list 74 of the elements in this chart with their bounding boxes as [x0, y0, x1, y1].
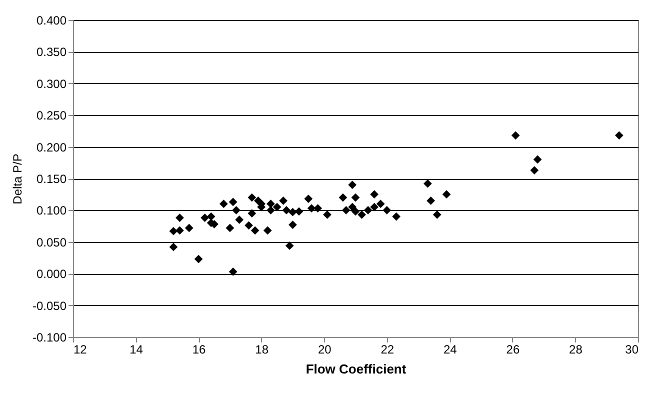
y-tick-label: -0.100: [32, 330, 67, 344]
point: [288, 220, 297, 229]
point: [250, 226, 260, 235]
x-tick-label: 14: [130, 342, 144, 356]
point: [351, 207, 360, 216]
point: [370, 202, 379, 212]
x-tick-label: 24: [443, 342, 458, 356]
point: [194, 254, 203, 264]
point: [314, 204, 322, 212]
y-tick-label: 0.300: [36, 76, 67, 91]
x-tick-label: 20: [318, 342, 332, 356]
point: [432, 210, 442, 219]
point: [228, 198, 238, 206]
x-tick-label: 18: [255, 342, 269, 356]
point: [263, 226, 272, 235]
y-tick-label: 0.400: [36, 14, 67, 28]
point: [364, 206, 372, 214]
point: [533, 155, 542, 164]
point: [530, 166, 539, 174]
point: [266, 206, 275, 214]
point: [206, 212, 216, 221]
point: [392, 212, 400, 221]
point: [169, 242, 178, 252]
y-tick-label: 0.050: [36, 235, 67, 250]
point: [442, 190, 451, 199]
point: [226, 224, 234, 232]
point: [235, 216, 244, 224]
point: [282, 206, 291, 214]
y-tick-label: 0.350: [36, 45, 67, 60]
point: [304, 194, 313, 203]
point: [307, 204, 316, 212]
y-tick-label: 0.250: [36, 108, 67, 123]
point: [614, 131, 624, 140]
point: [351, 193, 360, 202]
point: [382, 206, 392, 214]
y-tick-label: 0.100: [36, 204, 67, 218]
y-tick-label: 0.000: [36, 267, 67, 282]
x-tick-label: 16: [192, 342, 206, 356]
y-tick-label: 0.150: [36, 172, 67, 186]
point: [285, 242, 294, 250]
point: [176, 226, 184, 235]
point: [200, 214, 210, 222]
x-axis-title: Flow Coefficient: [306, 362, 407, 376]
point: [424, 179, 432, 188]
point: [279, 196, 288, 205]
point: [219, 200, 228, 208]
point: [176, 214, 184, 222]
y-axis-title: Delta P/P: [10, 154, 24, 204]
x-tick-label: 22: [380, 342, 394, 356]
point: [232, 206, 240, 214]
point: [248, 193, 256, 202]
point: [376, 200, 385, 208]
point: [323, 210, 332, 219]
point: [358, 210, 366, 219]
y-tick-label: -0.050: [32, 298, 67, 313]
point: [348, 180, 357, 190]
point: [342, 206, 350, 214]
point: [288, 208, 297, 216]
x-tick-label: 26: [506, 342, 520, 356]
x-tick-label: 12: [74, 342, 88, 356]
point: [426, 196, 436, 205]
point: [169, 226, 178, 236]
point: [244, 221, 253, 230]
x-tick-label: 30: [625, 342, 639, 356]
point: [228, 268, 238, 276]
point: [184, 224, 194, 232]
point: [272, 202, 282, 212]
point: [511, 131, 520, 140]
point: [370, 190, 379, 199]
x-tick-label: 28: [569, 342, 583, 356]
point: [248, 209, 256, 218]
point: [338, 193, 348, 202]
y-tick-label: 0.200: [36, 140, 67, 154]
point: [294, 207, 304, 216]
